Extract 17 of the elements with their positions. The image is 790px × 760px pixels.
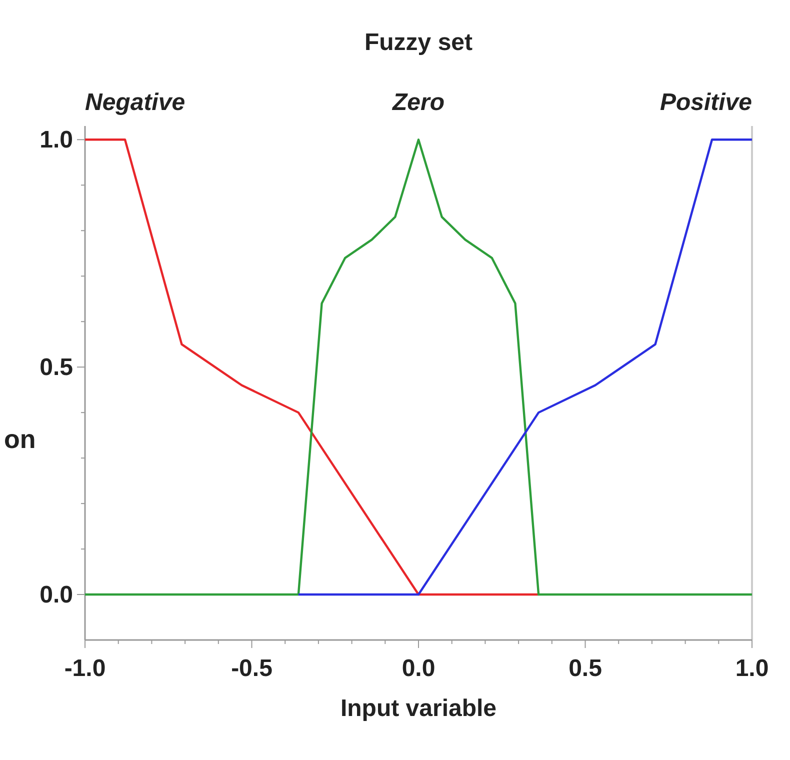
y-tick-label: 0.0	[40, 582, 73, 609]
x-axis-title: Input variable	[340, 695, 497, 722]
series-label: Zero	[391, 89, 445, 116]
series-label: Positive	[660, 89, 752, 116]
x-tick-label: 0.0	[402, 655, 436, 682]
x-tick-label: -0.5	[231, 655, 272, 682]
x-tick-label: 1.0	[735, 655, 769, 682]
line-series	[84, 138, 754, 596]
chart-title: Fuzzy set	[364, 29, 473, 56]
line-series	[297, 138, 754, 596]
y-tick-label: 1.0	[40, 126, 73, 154]
y-axis-title: on	[4, 424, 36, 454]
series-label: Negative	[85, 89, 186, 116]
line-series	[84, 138, 540, 596]
x-tick-label: -1.0	[64, 655, 106, 682]
x-tick-label: 0.5	[568, 655, 602, 682]
y-tick-label: 0.5	[40, 354, 73, 382]
